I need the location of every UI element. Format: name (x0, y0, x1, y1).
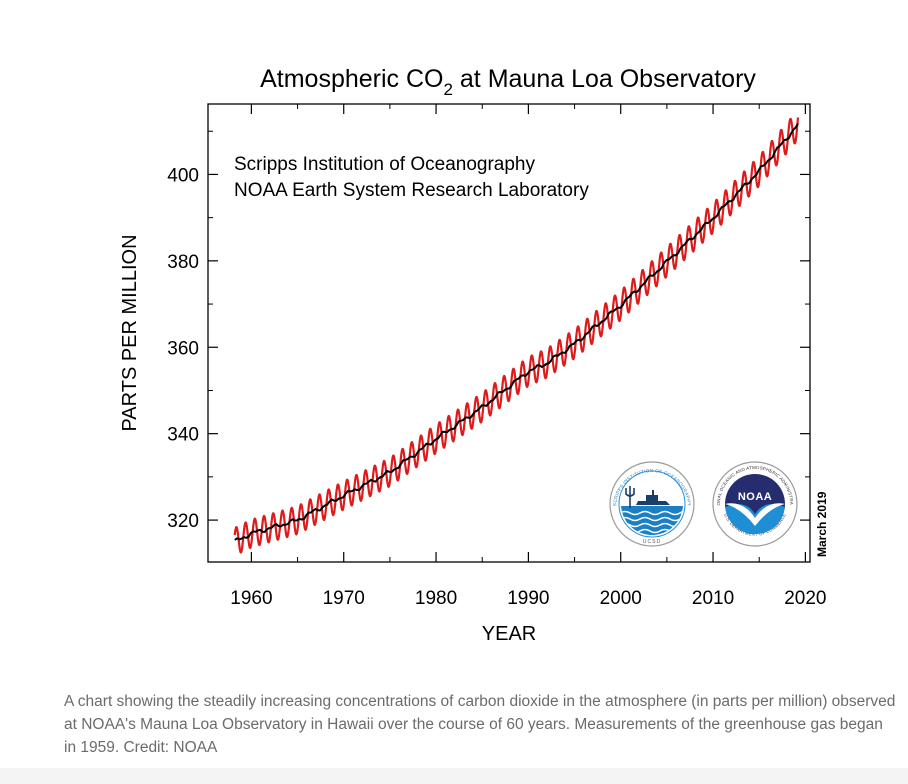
trident-icon (625, 486, 635, 508)
x-tick-label: 1980 (415, 588, 457, 609)
chart-title-main: Atmospheric CO (260, 65, 443, 93)
y-axis-label: PARTS PER MILLION (119, 234, 141, 431)
noaa-logo: NATIONAL OCEANIC AND ATMOSPHERIC ADMINIS… (712, 461, 798, 547)
annotation-noaa-esrl: NOAA Earth System Research Laboratory (234, 180, 589, 201)
x-tick-label: 2010 (692, 588, 734, 609)
co2-chart: Atmospheric CO2 at Mauna Loa Observatory… (119, 65, 829, 645)
y-tick-label: 320 (167, 511, 199, 532)
noaa-center-text: NOAA (738, 491, 772, 503)
x-tick-label: 1970 (323, 588, 365, 609)
figure-caption: A chart showing the steadily increasing … (64, 693, 896, 756)
y-tick-label: 340 (167, 425, 199, 446)
plot-area (207, 103, 811, 563)
data-series (233, 117, 800, 554)
seagull-icon (725, 503, 785, 526)
scripps-ucsd-logo: SCRIPPS INSTITUTION OF OCEANOGRAPHY UCSD (609, 461, 695, 547)
trend-series-line (234, 122, 799, 541)
x-tick-label: 1960 (230, 588, 272, 609)
ship-icon (636, 490, 670, 505)
chart-title: Atmospheric CO2 at Mauna Loa Observatory (260, 65, 756, 99)
axis-ticks: 1960 1970 1980 1990 2000 2010 2020 320 340 360 380… (167, 104, 827, 609)
chart-title-rest: at Mauna Loa Observatory (453, 65, 756, 93)
y-tick-label: 380 (167, 252, 199, 273)
x-tick-label: 2000 (600, 588, 642, 609)
x-axis-label: YEAR (482, 623, 536, 645)
y-tick-label: 400 (167, 165, 199, 186)
annotation-scripps: Scripps Institution of Oceanography (234, 154, 536, 175)
x-tick-label: 1990 (507, 588, 549, 609)
bottom-strip (0, 768, 908, 784)
seasonal-series-line (233, 117, 800, 554)
date-note: March 2019 (815, 491, 829, 557)
y-tick-label: 360 (167, 338, 199, 359)
scripps-bottom-text: UCSD (643, 539, 661, 545)
x-tick-label: 2020 (784, 588, 826, 609)
chart-title-subscript: 2 (443, 80, 452, 99)
